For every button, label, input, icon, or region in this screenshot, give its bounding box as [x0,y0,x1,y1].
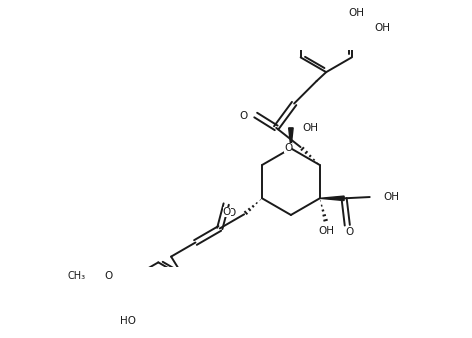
Text: OH: OH [319,226,335,236]
Text: O: O [223,207,231,217]
Text: O: O [345,226,354,237]
Polygon shape [320,196,344,200]
Text: O: O [228,208,236,218]
Text: O: O [104,271,112,282]
Text: OH: OH [384,192,400,202]
Text: O: O [240,111,248,121]
Text: HO: HO [120,316,136,326]
Polygon shape [289,128,293,148]
Text: OH: OH [349,8,364,18]
Text: O: O [284,143,292,153]
Text: OH: OH [374,23,390,33]
Text: CH₃: CH₃ [68,271,86,282]
Text: OH: OH [303,123,319,133]
